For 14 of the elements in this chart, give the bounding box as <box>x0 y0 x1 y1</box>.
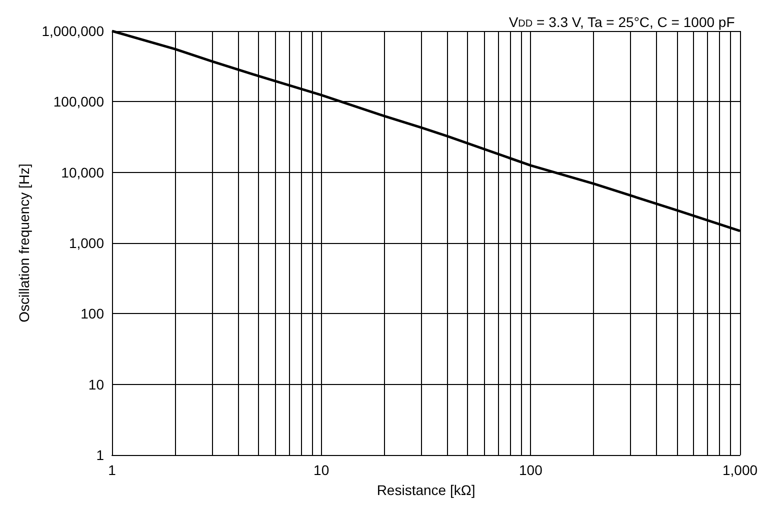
x-tick-label: 1,000 <box>722 462 758 478</box>
chart-title: VDD = 3.3 V, Ta = 25°C, C = 1000 pF <box>508 14 735 30</box>
x-tick-label: 100 <box>518 462 543 478</box>
y-tick-label: 1,000 <box>68 235 104 251</box>
x-axis-title: Resistance [kΩ] <box>376 482 476 498</box>
y-axis-title: Oscillation frequency [Hz] <box>16 164 32 322</box>
y-tick-label: 100,000 <box>53 94 104 110</box>
y-tick-label: 10 <box>88 376 104 392</box>
y-tick-label: 10,000 <box>61 164 104 180</box>
y-tick-label: 100 <box>80 306 104 322</box>
y-tick-label: 1,000,000 <box>42 23 104 39</box>
y-tick-label: 1 <box>96 447 104 463</box>
x-tick-label: 1 <box>108 462 116 478</box>
x-tick-label: 10 <box>314 462 330 478</box>
